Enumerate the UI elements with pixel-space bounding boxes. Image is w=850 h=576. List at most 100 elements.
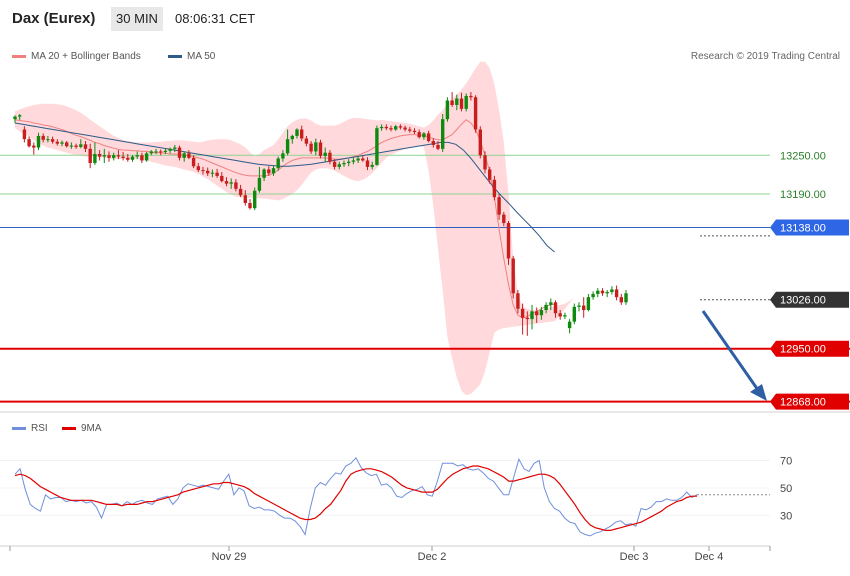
candle-body [384, 126, 388, 129]
candle-body [563, 315, 567, 317]
level-badge [770, 340, 849, 357]
candle-body [304, 138, 309, 144]
candle-body [18, 115, 22, 117]
candle-body [361, 158, 365, 161]
candle-body [455, 98, 459, 105]
candle-body [314, 142, 318, 152]
candle-body [93, 153, 97, 164]
level-label: 12950.00 [780, 344, 826, 356]
x-tick-label: Dec 3 [620, 551, 649, 563]
candle-body [22, 129, 27, 140]
candle-body [159, 151, 163, 153]
candle-body [271, 168, 276, 174]
ma50-line [14, 122, 555, 253]
rsi-swatch [12, 426, 26, 430]
candle-body [375, 128, 379, 165]
candle-body [201, 170, 205, 172]
candle-body [553, 302, 558, 314]
candle-body [473, 97, 478, 130]
candle-body [27, 139, 31, 147]
candle-body [163, 150, 168, 153]
candle-body [41, 135, 45, 140]
candle-body [83, 144, 88, 149]
candle-body [262, 169, 266, 178]
candle-body [182, 153, 186, 158]
candle-body [210, 172, 215, 174]
ma50-swatch [168, 54, 182, 58]
candle-body [187, 153, 191, 158]
candle-body [492, 179, 497, 198]
x-tick-label: Dec 4 [695, 551, 724, 563]
candle-body [450, 100, 454, 105]
rsi-ma-line [14, 465, 697, 532]
legend-bollinger-label: MA 20 + Bollinger Bands [31, 51, 141, 62]
candle-body [347, 161, 351, 164]
candle-body [365, 160, 370, 167]
rsi-tick-label: 30 [780, 510, 792, 522]
rsi-tick-label: 50 [780, 483, 792, 495]
candle-body [436, 144, 440, 149]
candle-body [112, 155, 116, 158]
candle-body [624, 293, 628, 303]
candle-body [422, 133, 426, 138]
bollinger-swatch [12, 54, 26, 58]
projection-arrow-head [750, 384, 767, 401]
candle-body [285, 139, 290, 154]
candle-body [102, 155, 106, 157]
x-tick-label: Nov 29 [212, 551, 247, 563]
candle-body [572, 306, 576, 322]
chart-header: Dax (Eurex) 30 MIN 08:06:31 CET [0, 0, 850, 38]
candle-body [549, 302, 553, 305]
candle-body [502, 214, 506, 223]
level-badge [770, 393, 849, 410]
candle-body [370, 164, 374, 167]
candle-body [126, 157, 130, 160]
candle-body [539, 310, 544, 316]
candle-body [215, 172, 219, 176]
candle-body [520, 308, 525, 318]
candle-body [88, 148, 92, 164]
candle-body [535, 311, 539, 316]
candle-body [408, 129, 412, 131]
candle-body [586, 297, 591, 311]
candle-body [97, 153, 102, 157]
candle-body [356, 158, 360, 161]
candle-body [558, 313, 562, 317]
legend-rsi-label: RSI [31, 423, 48, 434]
candle-body [140, 155, 144, 161]
candle-body [328, 152, 332, 162]
candle-body [253, 190, 257, 209]
candle-body [13, 116, 17, 120]
candle-body [459, 98, 464, 109]
projection-arrow-line [701, 310, 760, 391]
candle-body [497, 197, 501, 215]
candle-body [257, 177, 262, 191]
candle-body [267, 169, 271, 174]
candle-body [300, 129, 304, 139]
candle-body [441, 119, 445, 149]
candle-body [525, 317, 529, 320]
candle-body [488, 169, 492, 180]
candle-body [309, 143, 313, 152]
x-tick-label: Dec 2 [418, 551, 447, 563]
candle-body [605, 291, 609, 294]
ma20-line [14, 119, 556, 319]
candle-body [196, 166, 200, 171]
candle-body [60, 142, 64, 144]
candle-body [116, 155, 121, 157]
candle-body [276, 158, 280, 169]
rsi-tick-label: 70 [780, 456, 792, 468]
timeframe-selector[interactable]: 30 MIN [111, 7, 163, 31]
candle-body [596, 290, 600, 294]
level-label: 13190.00 [780, 189, 826, 201]
candle-body [173, 147, 177, 149]
candle-body [591, 293, 595, 298]
candle-body [619, 297, 623, 303]
clock-time: 08:06:31 CET [175, 11, 256, 26]
legend-ma50: MA 50 [168, 51, 215, 62]
candle-body [323, 152, 327, 156]
level-label: 13250.00 [780, 150, 826, 162]
candle-body [445, 100, 450, 120]
candle-body [121, 156, 125, 158]
